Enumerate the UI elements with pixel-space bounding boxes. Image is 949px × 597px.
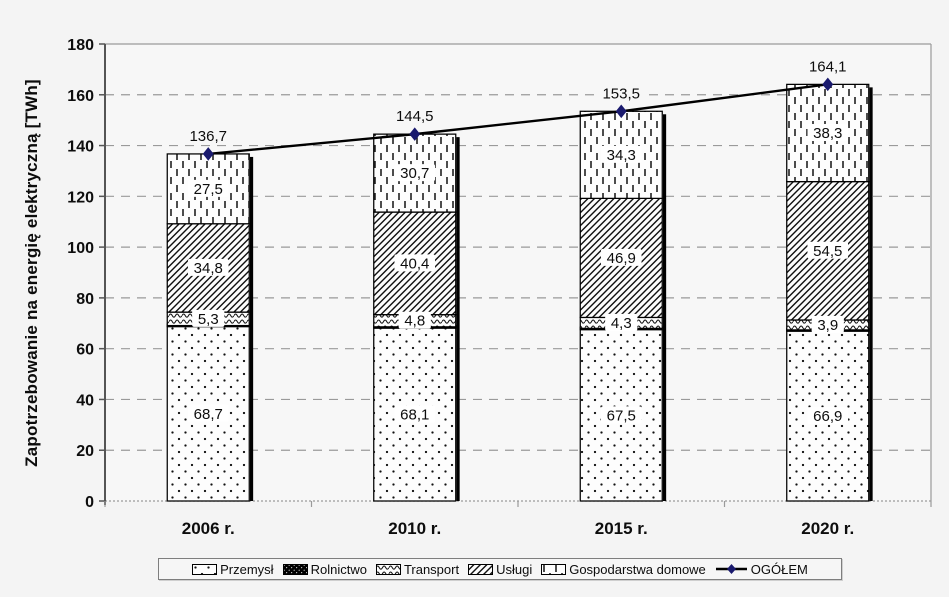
value-label-background (600, 248, 642, 266)
total-label-background (803, 58, 852, 75)
legend-item-transport: Transport (375, 561, 460, 577)
legend-line-marker-icon (715, 563, 748, 575)
legend-item-uslugi: Usługi (468, 562, 532, 577)
value-label: 34,8 (194, 260, 223, 277)
total-label-background (597, 85, 646, 102)
value-label: 38,3 (813, 125, 842, 142)
y-tick-label: 80 (76, 291, 94, 308)
total-label: 164,1 (809, 58, 847, 75)
value-label: 3,9 (817, 317, 838, 334)
bar-shadow (456, 137, 460, 501)
total-label-background (184, 127, 233, 144)
value-label: 34,3 (607, 147, 636, 164)
value-label: 4,8 (404, 313, 425, 330)
value-label: 67,5 (607, 407, 636, 424)
total-line (208, 83, 828, 156)
value-label: 66,9 (813, 408, 842, 425)
total-label-background (390, 108, 439, 125)
value-label-background (807, 407, 849, 425)
legend-item-rolnictwo: Rolnictwo (282, 561, 367, 577)
legend-label: Rolnictwo (310, 561, 367, 577)
x-axis-label: 2015 r. (595, 519, 648, 538)
value-label-background (811, 315, 844, 333)
value-label: 40,4 (400, 255, 429, 272)
legend-label: Gospodarstwa domowe (569, 561, 706, 577)
y-tick-label: 0 (85, 494, 94, 511)
value-label: 5,3 (198, 311, 219, 328)
legend-item-gospodarstwa-domowe: Gospodarstwa domowe (541, 562, 706, 577)
y-tick-label: 120 (67, 189, 94, 206)
bar-shadow (869, 87, 873, 501)
legend-swatch-solid-dark-icon (282, 563, 308, 575)
x-axis-label: 2006 r. (182, 519, 235, 538)
y-tick-label: 60 (76, 342, 94, 359)
value-label-background (187, 258, 229, 276)
legend-item-przemysl: Przemysł (192, 561, 274, 577)
value-label-background (807, 241, 849, 259)
value-label: 27,5 (194, 181, 223, 198)
bar-shadow (249, 156, 254, 501)
legend-swatch-vdash-icon (541, 563, 567, 575)
value-label-background (807, 123, 849, 141)
value-label: 30,7 (400, 165, 429, 182)
y-tick-label: 40 (76, 392, 94, 409)
bar-shadow (662, 114, 667, 502)
y-tick-label: 160 (67, 88, 94, 105)
chart-legend: Przemysł Rolnictwo Transport Usługi Gospodar… (158, 558, 842, 580)
y-tick-label: 140 (67, 139, 94, 156)
value-label-background (192, 309, 225, 327)
value-label-background (187, 404, 229, 422)
value-label-background (394, 164, 436, 182)
total-marker-diamond (202, 147, 214, 161)
total-label: 136,7 (189, 128, 227, 145)
total-marker-diamond (409, 127, 421, 141)
bar-segment-uslugi-2020-r- (786, 180, 870, 321)
legend-swatch-waves-icon (375, 563, 401, 575)
value-label-background (394, 405, 436, 423)
legend-swatch-dots-icon (192, 563, 218, 575)
x-axis-label: 2020 r. (801, 519, 854, 538)
legend-label: Przemysł (220, 561, 274, 577)
y-tick-label: 180 (67, 37, 94, 54)
value-label-background (398, 311, 431, 329)
legend-label: Usługi (496, 561, 533, 577)
value-label: 54,5 (813, 243, 842, 260)
legend-item-ogolem: OGÓŁEM (715, 562, 808, 577)
value-label-background (600, 145, 642, 163)
total-label: 153,5 (602, 85, 640, 102)
legend-swatch-diagonal-icon (468, 563, 494, 575)
value-label: 68,7 (194, 406, 223, 423)
y-tick-label: 20 (76, 443, 94, 460)
value-label-background (394, 254, 436, 272)
total-label: 144,5 (396, 108, 434, 125)
value-label-background (600, 406, 642, 424)
value-label: 68,1 (400, 407, 429, 424)
legend-label: OGÓŁEM (750, 561, 808, 577)
total-marker-diamond (615, 104, 627, 119)
y-tick-label: 100 (67, 240, 94, 257)
value-label-background (605, 313, 638, 331)
value-label: 4,3 (611, 315, 632, 332)
total-marker-diamond (822, 77, 834, 92)
legend-label: Transport (403, 561, 460, 577)
value-label-background (187, 179, 229, 197)
value-label: 46,9 (607, 250, 636, 267)
x-axis-label: 2010 r. (388, 519, 441, 538)
